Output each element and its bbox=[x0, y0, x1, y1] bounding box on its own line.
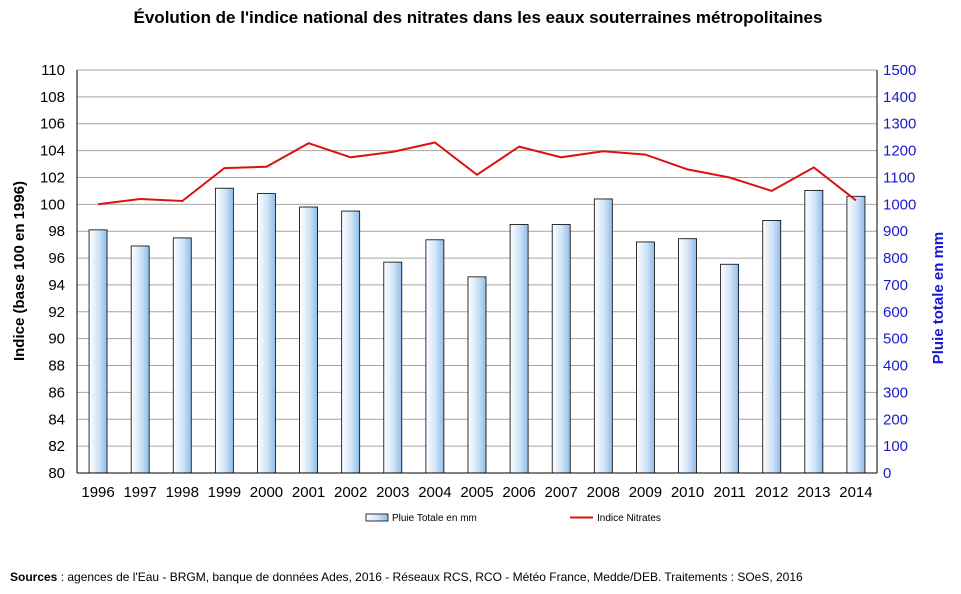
left-axis-title: Indice (base 100 en 1996) bbox=[11, 181, 28, 361]
right-tick-label: 0 bbox=[883, 465, 891, 482]
x-tick-label: 1999 bbox=[208, 484, 241, 501]
sources-note: Sources : agences de l'Eau - BRGM, banqu… bbox=[10, 570, 803, 584]
axes bbox=[76, 70, 878, 474]
right-axis-ticks: 0 100 200 300 400 500 600 700 800 900 1000 1100 1200… bbox=[883, 62, 916, 482]
nitrate-line-layer bbox=[97, 141, 857, 206]
rain-bars bbox=[88, 187, 866, 474]
rain-bar-2006 bbox=[509, 224, 529, 474]
right-tick-label: 1400 bbox=[883, 89, 916, 106]
x-tick-label: 2014 bbox=[839, 484, 872, 501]
left-tick-label: 82 bbox=[48, 438, 65, 455]
sources-label: Sources bbox=[10, 570, 58, 584]
x-tick-label: 1998 bbox=[166, 484, 199, 501]
x-tick-label: 2005 bbox=[460, 484, 493, 501]
rain-bar-2013 bbox=[804, 189, 824, 474]
legend-swatch-rain bbox=[365, 513, 389, 522]
x-tick-label: 2013 bbox=[797, 484, 830, 501]
left-tick-label: 86 bbox=[48, 384, 65, 401]
legend-label-rain: Pluie Totale en mm bbox=[392, 513, 477, 524]
right-tick-label: 400 bbox=[883, 358, 908, 375]
right-tick-label: 1000 bbox=[883, 196, 916, 213]
legend-label-nitrates: Indice Nitrates bbox=[597, 513, 661, 524]
left-tick-label: 94 bbox=[48, 277, 65, 294]
rain-bar-1996 bbox=[88, 229, 108, 474]
x-tick-label: 2001 bbox=[292, 484, 325, 501]
x-tick-label: 2011 bbox=[713, 484, 745, 501]
rain-bar-2009 bbox=[636, 241, 655, 474]
left-tick-label: 92 bbox=[48, 304, 65, 321]
right-tick-label: 1300 bbox=[883, 116, 916, 133]
rain-bar-1998 bbox=[172, 237, 192, 474]
sources-text: : agences de l'Eau - BRGM, banque de don… bbox=[57, 570, 803, 584]
rain-bar-2004 bbox=[425, 239, 445, 474]
x-tick-label: 2006 bbox=[502, 484, 535, 501]
left-tick-label: 90 bbox=[48, 331, 65, 348]
left-tick-label: 80 bbox=[48, 465, 65, 482]
rain-bar-2001 bbox=[299, 206, 318, 474]
rain-bar-2014 bbox=[846, 195, 866, 474]
left-tick-label: 110 bbox=[41, 62, 65, 79]
right-tick-label: 300 bbox=[883, 384, 908, 401]
x-tick-label: 2008 bbox=[587, 484, 620, 501]
rain-bar-2012 bbox=[762, 220, 782, 474]
nitrate-index-line bbox=[97, 141, 857, 206]
left-tick-label: 100 bbox=[40, 196, 65, 213]
right-tick-label: 700 bbox=[883, 277, 908, 294]
right-axis-title: Pluie totale en mm bbox=[930, 232, 947, 365]
x-tick-label: 2009 bbox=[629, 484, 662, 501]
right-tick-label: 100 bbox=[883, 438, 908, 455]
rain-bar-2007 bbox=[551, 224, 571, 474]
x-tick-label: 2010 bbox=[671, 484, 704, 501]
rain-bar-1997 bbox=[130, 245, 150, 474]
left-tick-label: 84 bbox=[48, 411, 65, 428]
left-tick-label: 104 bbox=[40, 143, 65, 160]
x-tick-label: 1997 bbox=[123, 484, 156, 501]
left-tick-label: 96 bbox=[48, 250, 65, 267]
x-tick-label: 1996 bbox=[81, 484, 114, 501]
rain-bar-2002 bbox=[341, 210, 361, 474]
right-tick-label: 1500 bbox=[883, 62, 916, 79]
chart-title: Évolution de l'indice national des nitra… bbox=[134, 8, 823, 27]
x-tick-label: 2000 bbox=[250, 484, 283, 501]
x-tick-label: 2007 bbox=[545, 484, 578, 501]
right-tick-label: 1100 bbox=[883, 169, 915, 186]
x-tick-label: 2002 bbox=[334, 484, 367, 501]
rain-bar-2000 bbox=[257, 193, 276, 474]
left-axis-ticks: 80 82 84 86 88 90 92 94 96 98 100 102 104 106 108 110 bbox=[40, 62, 65, 482]
left-tick-label: 108 bbox=[40, 89, 65, 106]
legend: Pluie Totale en mm Indice Nitrates bbox=[365, 513, 661, 524]
rain-bar-2010 bbox=[678, 238, 697, 474]
right-tick-label: 600 bbox=[883, 304, 908, 321]
right-tick-label: 200 bbox=[883, 411, 908, 428]
right-tick-label: 900 bbox=[883, 223, 908, 240]
x-tick-label: 2012 bbox=[755, 484, 788, 501]
left-tick-label: 106 bbox=[40, 116, 65, 133]
right-tick-label: 1200 bbox=[883, 143, 916, 160]
x-tick-label: 2004 bbox=[418, 484, 451, 501]
left-tick-label: 88 bbox=[48, 358, 65, 375]
x-tick-label: 2003 bbox=[376, 484, 409, 501]
rain-bar-1999 bbox=[214, 187, 234, 474]
right-tick-label: 800 bbox=[883, 250, 908, 267]
rain-bar-2008 bbox=[593, 198, 613, 474]
rain-bar-2011 bbox=[720, 263, 740, 474]
rain-bar-2005 bbox=[467, 276, 487, 474]
right-tick-label: 500 bbox=[883, 331, 908, 348]
left-tick-label: 102 bbox=[40, 169, 65, 186]
left-tick-label: 98 bbox=[48, 223, 65, 240]
x-axis-ticks: 1996 1997 1998 1999 2000 2001 2002 2003 2004 2005… bbox=[81, 484, 872, 501]
rain-bar-2003 bbox=[383, 261, 403, 474]
